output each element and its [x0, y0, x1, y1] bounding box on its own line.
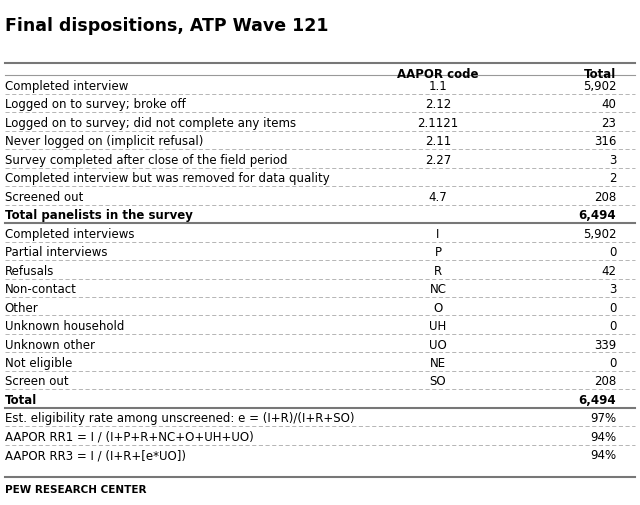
- Text: 0: 0: [609, 357, 616, 370]
- Text: Other: Other: [4, 301, 38, 315]
- Text: 208: 208: [594, 191, 616, 204]
- Text: AAPOR RR1 = I / (I+P+R+NC+O+UH+UO): AAPOR RR1 = I / (I+P+R+NC+O+UH+UO): [4, 431, 253, 444]
- Text: Completed interview: Completed interview: [4, 80, 128, 93]
- Text: Partial interviews: Partial interviews: [4, 246, 107, 259]
- Text: NC: NC: [429, 283, 446, 296]
- Text: 2: 2: [609, 172, 616, 185]
- Text: Logged on to survey; did not complete any items: Logged on to survey; did not complete an…: [4, 117, 296, 130]
- Text: 2.11: 2.11: [425, 135, 451, 148]
- Text: 23: 23: [602, 117, 616, 130]
- Text: P: P: [435, 246, 442, 259]
- Text: 3: 3: [609, 154, 616, 167]
- Text: Unknown other: Unknown other: [4, 338, 95, 351]
- Text: Screen out: Screen out: [4, 375, 68, 388]
- Text: 1.1: 1.1: [429, 80, 447, 93]
- Text: 208: 208: [594, 375, 616, 388]
- Text: Not eligible: Not eligible: [4, 357, 72, 370]
- Text: 5,902: 5,902: [583, 80, 616, 93]
- Text: 94%: 94%: [590, 431, 616, 444]
- Text: 6,494: 6,494: [579, 209, 616, 222]
- Text: Total: Total: [584, 68, 616, 81]
- Text: Logged on to survey; broke off: Logged on to survey; broke off: [4, 98, 186, 112]
- Text: 97%: 97%: [590, 413, 616, 425]
- Text: 2.1121: 2.1121: [417, 117, 458, 130]
- Text: Final dispositions, ATP Wave 121: Final dispositions, ATP Wave 121: [4, 18, 328, 35]
- Text: SO: SO: [429, 375, 446, 388]
- Text: PEW RESEARCH CENTER: PEW RESEARCH CENTER: [4, 484, 146, 494]
- Text: 316: 316: [594, 135, 616, 148]
- Text: Completed interview but was removed for data quality: Completed interview but was removed for …: [4, 172, 330, 185]
- Text: 0: 0: [609, 301, 616, 315]
- Text: 5,902: 5,902: [583, 228, 616, 241]
- Text: Screened out: Screened out: [4, 191, 83, 204]
- Text: 0: 0: [609, 320, 616, 333]
- Text: O: O: [433, 301, 442, 315]
- Text: 4.7: 4.7: [429, 191, 447, 204]
- Text: Total panelists in the survey: Total panelists in the survey: [4, 209, 193, 222]
- Text: 3: 3: [609, 283, 616, 296]
- Text: Never logged on (implicit refusal): Never logged on (implicit refusal): [4, 135, 203, 148]
- Text: 339: 339: [594, 338, 616, 351]
- Text: 40: 40: [602, 98, 616, 112]
- Text: Unknown household: Unknown household: [4, 320, 124, 333]
- Text: AAPOR code: AAPOR code: [397, 68, 479, 81]
- Text: R: R: [434, 265, 442, 278]
- Text: Non-contact: Non-contact: [4, 283, 76, 296]
- Text: Total: Total: [4, 394, 37, 407]
- Text: Completed interviews: Completed interviews: [4, 228, 134, 241]
- Text: Survey completed after close of the field period: Survey completed after close of the fiel…: [4, 154, 287, 167]
- Text: I: I: [436, 228, 440, 241]
- Text: 2.27: 2.27: [425, 154, 451, 167]
- Text: 42: 42: [602, 265, 616, 278]
- Text: 0: 0: [609, 246, 616, 259]
- Text: 2.12: 2.12: [425, 98, 451, 112]
- Text: UH: UH: [429, 320, 447, 333]
- Text: 6,494: 6,494: [579, 394, 616, 407]
- Text: AAPOR RR3 = I / (I+R+[e*UO]): AAPOR RR3 = I / (I+R+[e*UO]): [4, 449, 186, 462]
- Text: 94%: 94%: [590, 449, 616, 462]
- Text: Refusals: Refusals: [4, 265, 54, 278]
- Text: UO: UO: [429, 338, 447, 351]
- Text: NE: NE: [430, 357, 446, 370]
- Text: Est. eligibility rate among unscreened: e = (I+R)/(I+R+SO): Est. eligibility rate among unscreened: …: [4, 413, 354, 425]
